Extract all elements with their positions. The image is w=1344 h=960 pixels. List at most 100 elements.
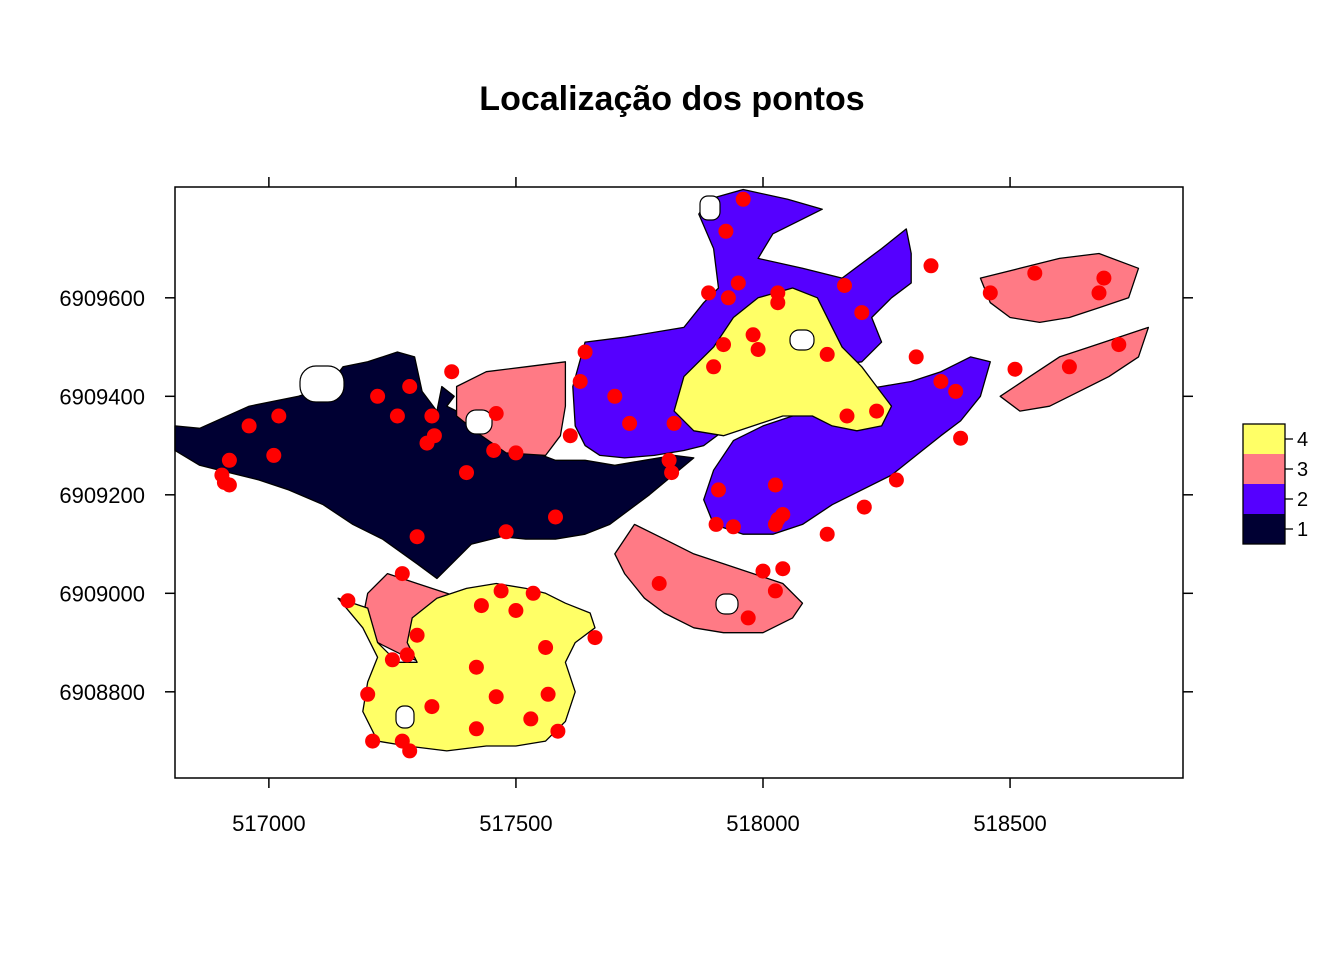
sample-point <box>402 743 418 759</box>
sample-point <box>409 627 425 643</box>
axes-layer: 517000 517500 518000 518500 6908800 6909000 69… <box>59 177 1193 836</box>
hole-5 <box>465 409 493 435</box>
legend-frame <box>1242 423 1286 545</box>
sample-point <box>755 563 771 579</box>
zone-class-1-1 <box>174 351 695 580</box>
sample-point <box>394 566 410 582</box>
sample-point <box>473 598 489 614</box>
sample-point <box>1111 337 1127 353</box>
sample-point <box>720 290 736 306</box>
sample-point <box>577 344 593 360</box>
sample-point <box>493 583 509 599</box>
sample-point <box>725 519 741 535</box>
sample-point <box>424 408 440 424</box>
sample-point <box>587 630 603 646</box>
sample-point <box>241 418 257 434</box>
sample-point <box>540 686 556 702</box>
sample-point <box>948 383 964 399</box>
sample-point <box>708 516 724 532</box>
sample-point <box>661 452 677 468</box>
x-tick-label: 517500 <box>479 811 552 836</box>
legend-swatch-3 <box>1243 454 1285 484</box>
sample-point <box>1007 361 1023 377</box>
zone-class-4-1 <box>673 287 893 437</box>
legend-label-2: 2 <box>1297 489 1308 511</box>
sample-point <box>740 610 756 626</box>
sample-point <box>221 452 237 468</box>
sample-point <box>819 346 835 362</box>
sample-point <box>488 689 504 705</box>
sample-point <box>701 285 717 301</box>
legend: 4 3 2 1 <box>1242 423 1308 545</box>
sample-point <box>888 472 904 488</box>
y-tick-label: 6909600 <box>59 286 145 311</box>
sample-point <box>1061 359 1077 375</box>
sample-point <box>869 403 885 419</box>
sample-point <box>770 295 786 311</box>
sample-point <box>508 445 524 461</box>
sample-point <box>424 699 440 715</box>
sample-point <box>538 640 554 655</box>
hole-6 <box>299 365 345 403</box>
hole-4 <box>395 705 415 729</box>
legend-label-3: 3 <box>1297 459 1308 481</box>
hole-1 <box>699 195 721 221</box>
zones-layer <box>174 188 1150 752</box>
sample-point <box>730 275 746 291</box>
sample-point <box>953 430 969 446</box>
x-tick-label: 518500 <box>973 811 1046 836</box>
sample-point <box>933 374 949 389</box>
y-tick-label: 6909200 <box>59 483 145 508</box>
y-tick-label: 6909400 <box>59 384 145 409</box>
sample-point <box>908 349 924 365</box>
sample-point <box>767 477 783 493</box>
sample-point <box>444 364 460 380</box>
zone-class-3-4 <box>979 252 1140 324</box>
sample-point <box>718 223 734 239</box>
sample-point <box>666 415 682 431</box>
sample-point <box>360 686 376 702</box>
sample-point <box>266 447 282 463</box>
sample-point <box>221 477 237 493</box>
sample-point <box>459 465 474 481</box>
sample-point <box>548 509 563 525</box>
sample-point <box>716 337 731 353</box>
sample-point <box>271 408 287 424</box>
legend-swatch-1 <box>1243 514 1285 544</box>
sample-point <box>389 408 405 424</box>
sample-point <box>750 342 766 357</box>
sample-point <box>1027 265 1043 281</box>
chart-title: Localização dos pontos <box>479 80 864 118</box>
sample-point <box>508 603 524 618</box>
sample-point <box>651 576 667 591</box>
sample-point <box>572 374 588 389</box>
sample-point <box>923 258 939 274</box>
sample-point <box>706 359 722 375</box>
legend-label-1: 1 <box>1297 519 1308 541</box>
sample-point <box>409 529 425 545</box>
x-tick-label: 518000 <box>726 811 799 836</box>
sample-point <box>982 285 998 301</box>
sample-point <box>854 305 870 321</box>
sample-point <box>488 406 504 421</box>
sample-point <box>711 482 726 498</box>
legend-label-4: 4 <box>1297 429 1308 451</box>
sample-point <box>856 499 872 515</box>
sample-point <box>664 465 680 481</box>
sample-point <box>340 593 356 609</box>
sample-point <box>837 278 852 293</box>
legend-swatch-4 <box>1243 424 1285 454</box>
hole-3 <box>715 593 739 615</box>
hole-2 <box>789 329 815 351</box>
points-layer <box>214 191 1127 759</box>
sample-point <box>767 583 783 599</box>
sample-point <box>562 428 578 444</box>
sample-point <box>486 443 502 458</box>
y-tick-label: 6908800 <box>59 680 145 705</box>
zone-class-3-2 <box>614 523 804 634</box>
plot-frame <box>174 186 1184 779</box>
sample-point <box>622 415 638 431</box>
sample-point <box>523 711 539 727</box>
sample-point <box>1096 270 1112 286</box>
